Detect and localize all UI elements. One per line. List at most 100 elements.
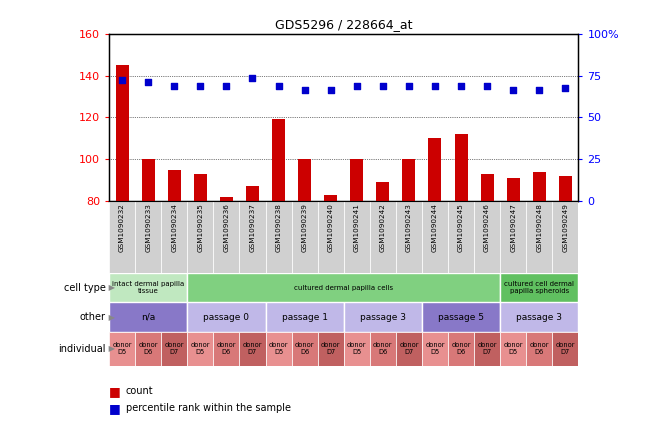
Bar (109, 273, 187, 302)
Point (404, 82, 414, 89)
Text: donor
D5: donor D5 (504, 343, 523, 355)
Bar (474, 201, 500, 273)
Text: GSM1090236: GSM1090236 (223, 203, 229, 252)
Bar (500, 302, 578, 332)
Bar (187, 332, 214, 366)
Point (377, 82, 388, 89)
Text: donor
D6: donor D6 (295, 343, 315, 355)
Text: passage 1: passage 1 (282, 313, 328, 322)
Text: passage 0: passage 0 (204, 313, 249, 322)
Text: other: other (80, 312, 106, 322)
Bar (376, 182, 389, 201)
Bar (500, 273, 578, 302)
Bar (553, 332, 578, 366)
Bar (500, 201, 526, 273)
Text: donor
D7: donor D7 (399, 343, 418, 355)
Bar (526, 332, 553, 366)
Bar (161, 201, 187, 273)
Text: donor
D5: donor D5 (425, 343, 445, 355)
Text: donor
D6: donor D6 (529, 343, 549, 355)
Bar (220, 197, 233, 201)
Bar (500, 332, 526, 366)
Bar (194, 174, 207, 201)
Text: passage 5: passage 5 (438, 313, 484, 322)
Bar (344, 201, 369, 273)
Text: GSM1090242: GSM1090242 (380, 203, 386, 252)
Text: donor
D6: donor D6 (451, 343, 471, 355)
Bar (448, 332, 474, 366)
Point (482, 82, 492, 89)
Bar (187, 302, 266, 332)
Bar (266, 201, 292, 273)
Text: donor
D7: donor D7 (556, 343, 575, 355)
Bar (135, 201, 161, 273)
Point (169, 82, 180, 89)
Bar (214, 332, 239, 366)
Text: GSM1090235: GSM1090235 (198, 203, 204, 252)
Bar (239, 201, 266, 273)
Bar (116, 65, 129, 201)
Text: ▶: ▶ (106, 313, 115, 322)
Text: donor
D7: donor D7 (165, 343, 184, 355)
Bar (318, 332, 344, 366)
Bar (526, 201, 553, 273)
Point (325, 87, 336, 93)
Text: donor
D5: donor D5 (112, 343, 132, 355)
Text: cultured dermal papilla cells: cultured dermal papilla cells (294, 285, 393, 291)
Text: GSM1090233: GSM1090233 (145, 203, 151, 252)
Bar (239, 332, 266, 366)
Bar (422, 302, 500, 332)
Text: GSM1090247: GSM1090247 (510, 203, 516, 252)
Text: ▶: ▶ (106, 283, 115, 292)
Bar (266, 332, 292, 366)
Text: ▶: ▶ (106, 344, 115, 354)
Bar (396, 201, 422, 273)
Bar (161, 332, 187, 366)
Text: passage 3: passage 3 (360, 313, 406, 322)
Bar (292, 332, 318, 366)
Text: donor
D6: donor D6 (217, 343, 236, 355)
Bar (324, 195, 337, 201)
Text: donor
D6: donor D6 (373, 343, 393, 355)
Bar (246, 186, 259, 201)
Text: individual: individual (58, 344, 106, 354)
Bar (187, 201, 214, 273)
Text: donor
D7: donor D7 (321, 343, 340, 355)
Text: donor
D6: donor D6 (138, 343, 158, 355)
Bar (533, 172, 546, 201)
Text: donor
D5: donor D5 (347, 343, 366, 355)
Text: donor
D7: donor D7 (243, 343, 262, 355)
Text: GSM1090237: GSM1090237 (249, 203, 255, 252)
Bar (474, 332, 500, 366)
Bar (272, 119, 285, 201)
Bar (168, 170, 180, 201)
Point (352, 82, 362, 89)
Text: donor
D7: donor D7 (477, 343, 497, 355)
Point (534, 87, 545, 93)
Point (195, 82, 206, 89)
Text: cell type: cell type (64, 283, 106, 293)
Text: count: count (126, 386, 153, 396)
Bar (369, 201, 396, 273)
Text: percentile rank within the sample: percentile rank within the sample (126, 403, 291, 413)
Text: ■: ■ (109, 402, 125, 415)
Bar (109, 201, 135, 273)
Bar (344, 332, 369, 366)
Text: donor
D5: donor D5 (269, 343, 288, 355)
Bar (455, 134, 467, 201)
Text: GSM1090241: GSM1090241 (354, 203, 360, 252)
Text: cultured cell dermal
papilla spheroids: cultured cell dermal papilla spheroids (504, 281, 574, 294)
Text: GSM1090246: GSM1090246 (484, 203, 490, 252)
Bar (109, 302, 187, 332)
Bar (187, 273, 500, 302)
Point (273, 82, 284, 89)
Text: GSM1090248: GSM1090248 (536, 203, 542, 252)
Bar (559, 176, 572, 201)
Text: n/a: n/a (141, 313, 155, 322)
Point (117, 77, 128, 83)
Bar (422, 201, 448, 273)
Point (247, 74, 258, 81)
Bar (428, 138, 442, 201)
Bar (298, 159, 311, 201)
Point (456, 82, 467, 89)
